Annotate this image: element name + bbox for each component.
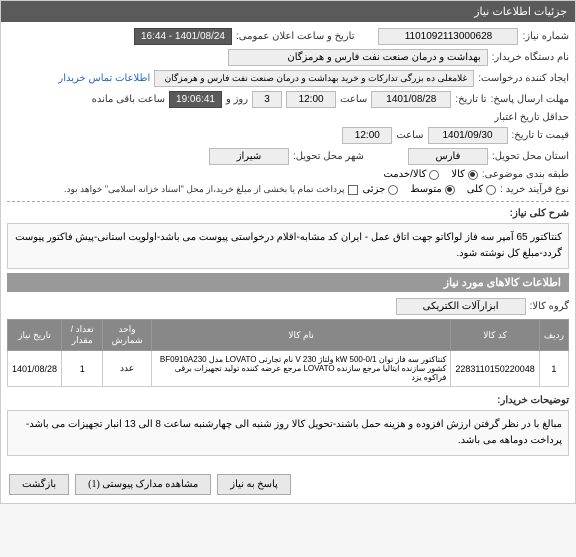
validity-sub: قیمت تا تاریخ: <box>512 130 569 141</box>
items-table: ردیف کد کالا نام کالا واحد شمارش تعداد /… <box>7 319 569 387</box>
td-date: 1401/08/28 <box>8 351 62 387</box>
province-label: استان محل تحویل: <box>492 151 569 162</box>
general-desc-box: کنتاکتور 65 آمپر سه فاز لواکاتو جهت اتاق… <box>7 223 569 269</box>
radio-icon <box>486 185 496 195</box>
radio-icon <box>468 170 478 180</box>
payment-checkbox[interactable] <box>348 185 358 195</box>
group-label: گروه کالا: <box>530 301 569 312</box>
province-value: فارس <box>408 148 488 165</box>
buy-type-label: نوع فرآیند خرید : <box>500 184 569 195</box>
reply-button[interactable]: پاسخ به نیاز <box>217 474 291 495</box>
td-unit: عدد <box>103 351 152 387</box>
th-name: نام کالا <box>151 320 451 351</box>
payment-note: پرداخت تمام یا بخشی از مبلغ خرید،از محل … <box>64 184 344 195</box>
deadline-date: 1401/08/28 <box>371 91 451 108</box>
th-qty: تعداد / مقدار <box>62 320 103 351</box>
deadline-until: تا تاریخ: <box>455 94 486 105</box>
validity-time: 12:00 <box>342 127 392 144</box>
validity-date: 1401/09/30 <box>428 127 508 144</box>
td-code: 2283110150220048 <box>451 351 539 387</box>
days-label: روز و <box>226 94 248 105</box>
panel-header: جزئیات اطلاعات نیاز <box>1 1 575 22</box>
days-count: 3 <box>252 91 282 108</box>
city-label: شهر محل تحویل: <box>293 151 364 162</box>
buyer-value: بهداشت و درمان صنعت نفت فارس و هرمزگان <box>228 49 488 66</box>
td-qty: 1 <box>62 351 103 387</box>
th-code: کد کالا <box>451 320 539 351</box>
announce-label: تاریخ و ساعت اعلان عمومی: <box>236 31 355 42</box>
general-desc-label: شرح کلی نیاز: <box>510 208 569 219</box>
table-row: 1 2283110150220048 کنتاکتور سه فاز توان … <box>8 351 569 387</box>
pkg-radio-service[interactable]: کالا/خدمت <box>383 169 439 180</box>
radio-icon <box>445 185 455 195</box>
buyer-notes-box: مبالغ با در نظر گرفتن ارزش افزوده و هزین… <box>7 410 569 456</box>
th-date: تاریخ نیاز <box>8 320 62 351</box>
validity-time-label: ساعت <box>396 130 423 141</box>
radio-icon <box>388 185 398 195</box>
deadline-label: مهلت ارسال پاسخ: <box>491 94 569 105</box>
buyer-notes-label: توضیحات خریدار: <box>497 395 569 406</box>
deadline-time-label: ساعت <box>340 94 367 105</box>
need-number-label: شماره نیاز: <box>522 31 569 42</box>
remain-label: ساعت باقی مانده <box>92 94 165 105</box>
td-idx: 1 <box>539 351 568 387</box>
buy-type-radio-1[interactable]: کلی <box>467 184 496 195</box>
contact-link[interactable]: اطلاعات تماس خریدار <box>58 73 150 84</box>
attachments-button[interactable]: مشاهده مدارک پیوستی (1) <box>75 474 211 495</box>
requester-value: غلامعلی ده بزرگی تدارکات و خرید بهداشت و… <box>154 70 474 87</box>
validity-label: حداقل تاریخ اعتبار <box>494 112 569 123</box>
group-value: ابزارآلات الکتریکی <box>396 298 526 315</box>
buy-type-radio-2[interactable]: متوسط <box>410 184 454 195</box>
buy-type-radio-3[interactable]: جزئی <box>362 184 398 195</box>
td-name: کنتاکتور سه فاز توان kW 500-0/1 ولتاژ V … <box>151 351 451 387</box>
deadline-time: 12:00 <box>286 91 336 108</box>
pkg-label: طبقه بندی موضوعی: <box>482 169 569 180</box>
pkg-radio-kala[interactable]: کالا <box>451 169 478 180</box>
th-idx: ردیف <box>539 320 568 351</box>
radio-icon <box>429 170 439 180</box>
need-number-value: 1101092113000628 <box>378 28 518 45</box>
pkg-opt2-label: کالا/خدمت <box>383 169 426 180</box>
header-title: جزئیات اطلاعات نیاز <box>474 6 567 18</box>
items-section-title: اطلاعات کالاهای مورد نیاز <box>7 273 569 292</box>
requester-label: ایجاد کننده درخواست: <box>478 73 569 84</box>
buy-type1-label: کلی <box>467 184 483 195</box>
buyer-label: نام دستگاه خریدار: <box>492 52 569 63</box>
pkg-opt1-label: کالا <box>451 169 465 180</box>
announce-value: 1401/08/24 - 16:44 <box>134 28 232 45</box>
hours-remain: 19:06:41 <box>169 91 222 108</box>
th-unit: واحد شمارش <box>103 320 152 351</box>
buy-type3-label: جزئی <box>362 184 385 195</box>
city-value: شیراز <box>209 148 289 165</box>
back-button[interactable]: بازگشت <box>9 474 69 495</box>
buy-type2-label: متوسط <box>410 184 441 195</box>
